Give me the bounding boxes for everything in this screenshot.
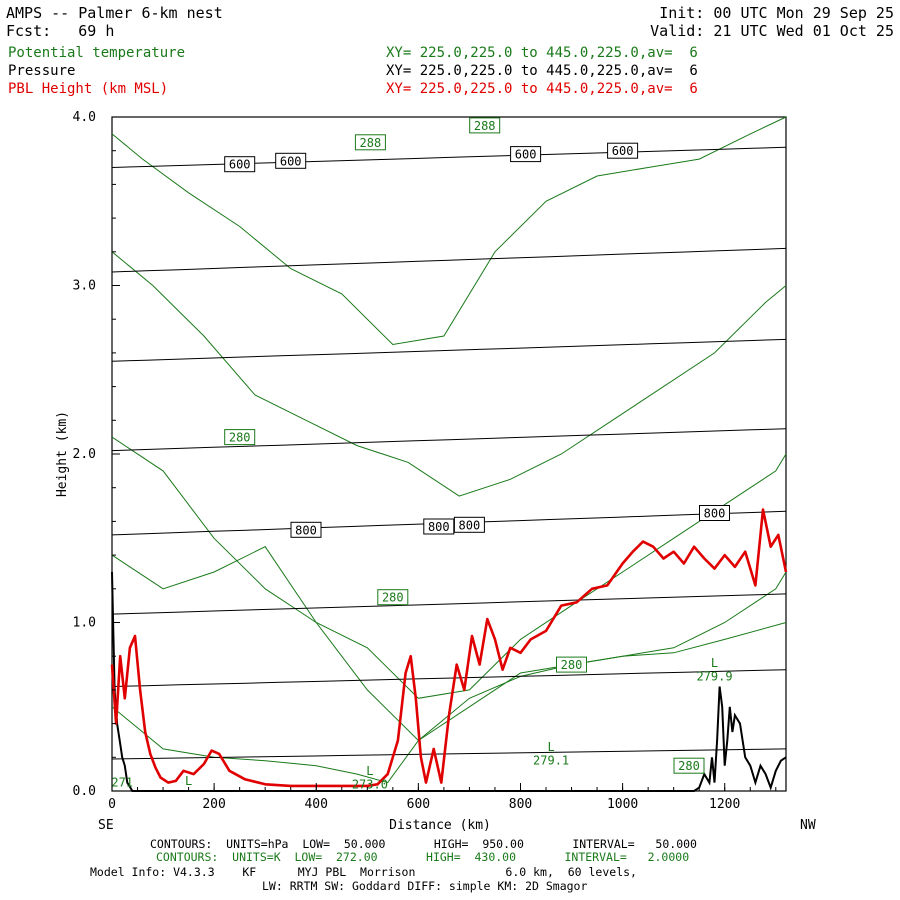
pressure-label: 800 xyxy=(428,520,450,534)
footer-theta-contours: CONTOURS: UNITS=K LOW= 272.00 HIGH= 430.… xyxy=(156,850,690,864)
theta-contour-line xyxy=(111,436,787,699)
pressure-label-box xyxy=(453,516,485,533)
theta-extremum-label: 279.1 xyxy=(533,754,569,768)
pressure-label: 800 xyxy=(704,507,726,521)
theta-extremum-label: L xyxy=(547,740,554,754)
x-tick-label: 1000 xyxy=(607,797,638,812)
pressure-label: 600 xyxy=(280,154,302,168)
theta-extremum-label: 279.9 xyxy=(696,669,732,683)
contour-labels: 600 600 600 600 800 800 800 800 288 288 280 280 280 2… xyxy=(111,117,733,791)
theta-extremum-label: L xyxy=(711,656,718,670)
pressure-label-box xyxy=(275,152,307,169)
theta-label-box xyxy=(469,117,501,134)
theta-contour-line xyxy=(111,546,787,742)
pressure-contours xyxy=(111,146,787,760)
theta-label: 280 xyxy=(382,591,404,605)
theta-label: 288 xyxy=(360,136,382,150)
theta-extremum-label: 273.0 xyxy=(352,777,388,791)
x-left-end-label: SE xyxy=(98,818,114,833)
pressure-contour-line xyxy=(111,748,787,760)
axis-ticks: 0 200 400 600 800 1000 1200 0.0 1.0 2.0 3.0 4.0 xyxy=(73,110,777,812)
pressure-label-box xyxy=(224,156,256,173)
pressure-contour-line xyxy=(111,338,787,362)
pressure-label-box xyxy=(607,142,639,159)
pressure-label: 800 xyxy=(459,518,481,532)
pressure-contour-line xyxy=(111,247,787,273)
terrain-layer xyxy=(111,571,787,792)
forecast-hour: Fcst: 69 h xyxy=(6,22,115,40)
theta-label-box xyxy=(377,589,409,606)
pbl-height-series xyxy=(110,508,788,788)
x-tick-label: 600 xyxy=(407,797,430,812)
plot-frame xyxy=(111,116,787,792)
legend-theta-label: Potential temperature xyxy=(8,45,186,61)
x-tick-label: 800 xyxy=(509,797,532,812)
footer-model-info-2: LW: RRTM SW: Goddard DIFF: simple KM: 2D… xyxy=(262,879,588,893)
theta-label-box xyxy=(556,656,587,673)
footer-pressure-contours: CONTOURS: UNITS=hPa LOW= 50.000 HIGH= 95… xyxy=(150,837,697,851)
theta-extremum-label: L xyxy=(366,764,373,778)
init-time: Init: 00 UTC Mon 29 Sep 25 xyxy=(659,4,894,22)
pressure-label: 600 xyxy=(229,158,251,172)
legend-pbl-label: PBL Height (km MSL) xyxy=(8,81,169,97)
theta-label-box xyxy=(224,429,256,446)
legend-pressure-label: Pressure xyxy=(8,63,76,79)
pressure-contour-line xyxy=(111,593,787,615)
pressure-contour-line xyxy=(111,428,787,452)
y-tick-label: 4.0 xyxy=(73,110,96,125)
pressure-label-box xyxy=(290,521,322,538)
legend-theta-xy: XY= 225.0,225.0 to 445.0,225.0,av= 6 xyxy=(386,45,698,61)
chart-title: AMPS -- Palmer 6-km nest xyxy=(6,4,223,22)
pressure-label: 800 xyxy=(295,523,317,537)
x-tick-label: 400 xyxy=(304,797,327,812)
pbl-height-line xyxy=(110,508,788,788)
theta-label: 288 xyxy=(474,119,496,133)
y-axis-label: Height (km) xyxy=(55,411,70,497)
y-tick-label: 2.0 xyxy=(73,447,96,462)
theta-contour-line xyxy=(111,116,787,346)
terrain-line xyxy=(111,571,787,792)
theta-label: 280 xyxy=(678,759,700,773)
x-tick-label: 1200 xyxy=(709,797,740,812)
x-axis-label: Distance (km) xyxy=(389,818,491,833)
pressure-contour-line xyxy=(111,669,787,687)
pressure-label-box xyxy=(510,146,542,163)
x-right-end-label: NW xyxy=(800,818,816,833)
pressure-contour-line xyxy=(111,146,787,168)
pressure-label: 600 xyxy=(612,144,634,158)
y-tick-label: 0.0 xyxy=(73,784,96,799)
theta-label-box xyxy=(673,757,705,774)
pressure-label-box xyxy=(699,505,730,521)
theta-contour-line xyxy=(111,251,787,497)
pressure-label-box xyxy=(423,518,455,535)
pressure-label: 600 xyxy=(515,148,537,162)
theta-extremum-label: 271 xyxy=(111,776,133,790)
theta-extremum-label: L xyxy=(185,774,192,788)
y-tick-label: 1.0 xyxy=(73,616,96,631)
theta-label: 280 xyxy=(229,431,251,445)
theta-contours xyxy=(111,116,787,784)
legend-pbl-xy: XY= 225.0,225.0 to 445.0,225.0,av= 6 xyxy=(386,81,698,97)
theta-label-box xyxy=(354,134,386,151)
x-tick-label: 200 xyxy=(202,797,225,812)
footer-model-info: Model Info: V4.3.3 KF MYJ PBL Morrison 6… xyxy=(90,865,637,879)
y-tick-label: 3.0 xyxy=(73,279,96,294)
legend-pressure-xy: XY= 225.0,225.0 to 445.0,225.0,av= 6 xyxy=(386,63,698,79)
theta-label: 280 xyxy=(561,658,583,672)
valid-time: Valid: 21 UTC Wed 01 Oct 25 xyxy=(650,22,894,40)
x-tick-label: 0 xyxy=(108,797,116,812)
